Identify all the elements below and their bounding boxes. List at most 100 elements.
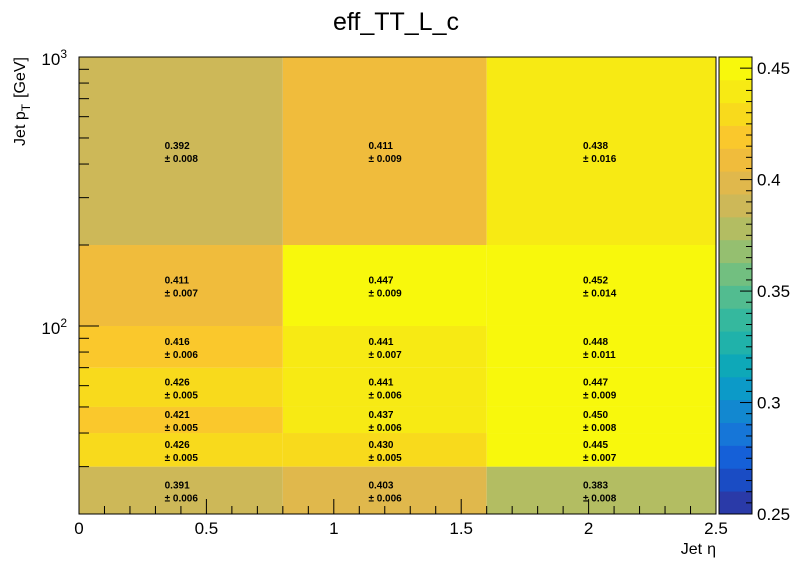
- heatmap-cell: [486, 406, 716, 434]
- colorbar-band: [719, 399, 752, 423]
- y-axis-title-subscript: T: [19, 103, 33, 111]
- heatmap-cell: [79, 325, 283, 368]
- heatmap-cell: [79, 57, 283, 246]
- x-tick-label: 0: [74, 519, 83, 538]
- colorbar-band: [719, 491, 752, 515]
- cell-error-label: ± 0.007: [583, 453, 617, 464]
- cell-error-label: ± 0.006: [368, 390, 402, 401]
- x-tick-label: 0.5: [195, 519, 219, 538]
- cell-value-label: 0.441: [368, 377, 393, 388]
- heatmap-cell: [79, 367, 283, 407]
- colorbar-tick-label: 0.25: [757, 505, 790, 524]
- cell-value-label: 0.447: [583, 377, 608, 388]
- cell-value-label: 0.391: [165, 480, 190, 491]
- colorbar-frame: [718, 56, 753, 515]
- colorbar-band: [719, 216, 752, 241]
- cell-value-label: 0.430: [368, 440, 393, 451]
- cell-value-label: 0.437: [368, 410, 393, 421]
- x-axis: 0 0.5 1 1.5 2 2.5: [74, 499, 728, 538]
- colorbar-band: [719, 331, 752, 355]
- colorbar-band: [719, 239, 752, 264]
- cell-error-label: ± 0.008: [165, 154, 199, 165]
- cell-error-label: ± 0.005: [165, 423, 199, 434]
- cell-error-label: ± 0.008: [583, 423, 617, 434]
- heatmap-cell: [486, 57, 716, 246]
- cell-value-label: 0.416: [165, 337, 190, 348]
- x-axis-title: Jet η: [681, 541, 716, 558]
- y-axis-title-main: Jet p: [12, 111, 29, 146]
- cell-value-label: 0.392: [165, 141, 190, 152]
- cell-error-label: ± 0.006: [165, 493, 199, 504]
- cell-value-label: 0.411: [165, 276, 190, 287]
- colorbar-band: [719, 194, 752, 218]
- heatmap-cell: [282, 367, 487, 407]
- plot-frame: [78, 56, 717, 515]
- heatmap-cells: [79, 57, 716, 514]
- cell-value-label: 0.426: [165, 440, 190, 451]
- heatmap-cell: [486, 433, 716, 467]
- cell-error-label: ± 0.005: [368, 453, 402, 464]
- colorbar-band: [719, 102, 752, 126]
- heatmap-cell: [282, 57, 487, 246]
- cell-error-label: ± 0.007: [165, 289, 199, 300]
- x-tick-label: 2: [584, 519, 593, 538]
- x-tick-label: 1: [329, 519, 338, 538]
- heatmap-cell: [486, 466, 716, 514]
- heatmap-cell: [79, 245, 283, 326]
- cell-value-label: 0.438: [583, 141, 608, 152]
- cell-value-label: 0.452: [583, 276, 608, 287]
- heatmap-cell: [282, 245, 487, 326]
- colorbar-band: [719, 285, 752, 309]
- cell-error-label: ± 0.008: [583, 493, 617, 504]
- cell-error-label: ± 0.006: [368, 423, 402, 434]
- cell-error-label: ± 0.006: [368, 493, 402, 504]
- cell-value-label: 0.421: [165, 410, 190, 421]
- heatmap-cell: [486, 367, 716, 407]
- cell-value-label: 0.426: [165, 377, 190, 388]
- colorbar-tick-label: 0.45: [757, 59, 790, 78]
- heatmap-cell: [282, 406, 487, 434]
- y-axis-title-unit: [GeV]: [12, 57, 29, 98]
- color-scale: 0.25 0.3 0.35 0.4 0.45: [718, 56, 790, 524]
- colorbar-band: [719, 262, 752, 286]
- cell-error-label: ± 0.005: [165, 390, 199, 401]
- cell-error-label: ± 0.009: [583, 390, 617, 401]
- cell-error-label: ± 0.014: [583, 289, 617, 300]
- colorbar-tick-label: 0.4: [757, 171, 781, 190]
- x-tick-label: 2.5: [704, 519, 728, 538]
- heatmap-cell: [79, 433, 283, 467]
- heatmap-cell: [79, 406, 283, 434]
- y-axis-title: Jet pT [GeV]: [12, 57, 33, 146]
- colorbar-band: [719, 57, 752, 81]
- cell-value-label: 0.383: [583, 480, 608, 491]
- cell-value-label: 0.450: [583, 410, 608, 421]
- cell-value-label: 0.403: [368, 480, 393, 491]
- colorbar-band: [719, 422, 752, 446]
- colorbar-band: [719, 171, 752, 195]
- cell-value-label: 0.445: [583, 440, 608, 451]
- chart-title: eff_TT_L_c: [333, 8, 459, 36]
- cell-labels: 0.391 ± 0.006 0.403 ± 0.006 0.383 ± 0.008 0.42…: [165, 141, 617, 504]
- cell-error-label: ± 0.011: [583, 350, 616, 361]
- cell-error-label: ± 0.016: [583, 154, 617, 165]
- cell-error-label: ± 0.006: [165, 350, 199, 361]
- cell-value-label: 0.441: [368, 337, 393, 348]
- heatmap-cell: [282, 433, 487, 467]
- x-axis-title-main: Jet: [681, 541, 703, 558]
- cell-error-label: ± 0.009: [368, 289, 402, 300]
- cell-error-label: ± 0.007: [368, 350, 402, 361]
- cell-error-label: ± 0.009: [368, 154, 402, 165]
- y-axis: 102 103: [41, 47, 99, 515]
- heatmap-cell: [486, 245, 716, 326]
- heatmap-cell: [282, 325, 487, 368]
- colorbar-band: [719, 468, 752, 492]
- heatmap-cell: [486, 325, 716, 368]
- colorbar-band: [719, 354, 752, 378]
- y-tick-label: 103: [41, 47, 67, 69]
- x-axis-title-symbol: η: [707, 541, 716, 558]
- cell-value-label: 0.447: [368, 276, 393, 287]
- colorbar-band: [719, 308, 752, 332]
- cell-error-label: ± 0.005: [165, 453, 199, 464]
- colorbar-band: [719, 445, 752, 469]
